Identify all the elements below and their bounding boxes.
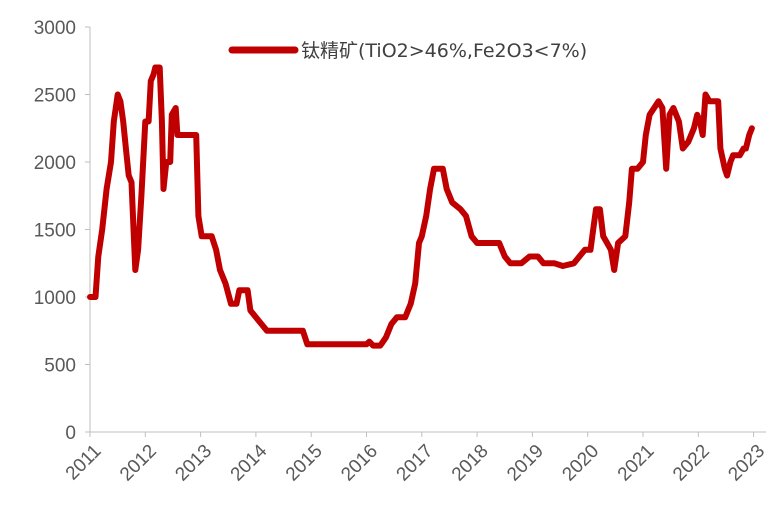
y-tick-label: 1000 bbox=[34, 288, 76, 309]
x-tick-label: 2014 bbox=[227, 440, 272, 485]
series-layer bbox=[87, 64, 755, 349]
series-line-0 bbox=[87, 64, 755, 349]
x-tick-label: 2015 bbox=[282, 441, 327, 486]
y-tick-label: 3000 bbox=[34, 18, 76, 39]
x-tick-label: 2021 bbox=[614, 441, 659, 486]
legend-label: 钛精矿(TiO2>46%,Fe2O3<7%) bbox=[301, 40, 587, 62]
x-tick-label: 2020 bbox=[558, 441, 603, 486]
legend: 钛精矿(TiO2>46%,Fe2O3<7%) bbox=[228, 40, 587, 62]
y-axis: 0 500 1000 1500 2000 2500 3000 bbox=[34, 18, 91, 444]
y-tick-label: 2000 bbox=[34, 153, 76, 174]
x-tick-label: 2013 bbox=[171, 441, 216, 486]
x-tick-label: 2023 bbox=[724, 441, 766, 486]
x-tick-label: 2016 bbox=[337, 441, 382, 486]
x-tick-label: 2011 bbox=[62, 441, 106, 485]
y-tick-label: 1500 bbox=[34, 221, 76, 242]
x-axis: 2011 2012 2013 2014 2015 2016 2017 2018 2019 2020… bbox=[62, 431, 766, 486]
y-tick-label: 2500 bbox=[34, 86, 76, 107]
x-tick-label: 2022 bbox=[669, 441, 714, 486]
x-tick-label: 2017 bbox=[393, 441, 438, 486]
x-tick-label: 2018 bbox=[448, 441, 493, 486]
x-tick-label: 2012 bbox=[116, 441, 161, 486]
x-tick-label: 2019 bbox=[503, 441, 548, 486]
y-tick-label: 500 bbox=[44, 356, 76, 377]
y-tick-label: 0 bbox=[65, 423, 76, 444]
